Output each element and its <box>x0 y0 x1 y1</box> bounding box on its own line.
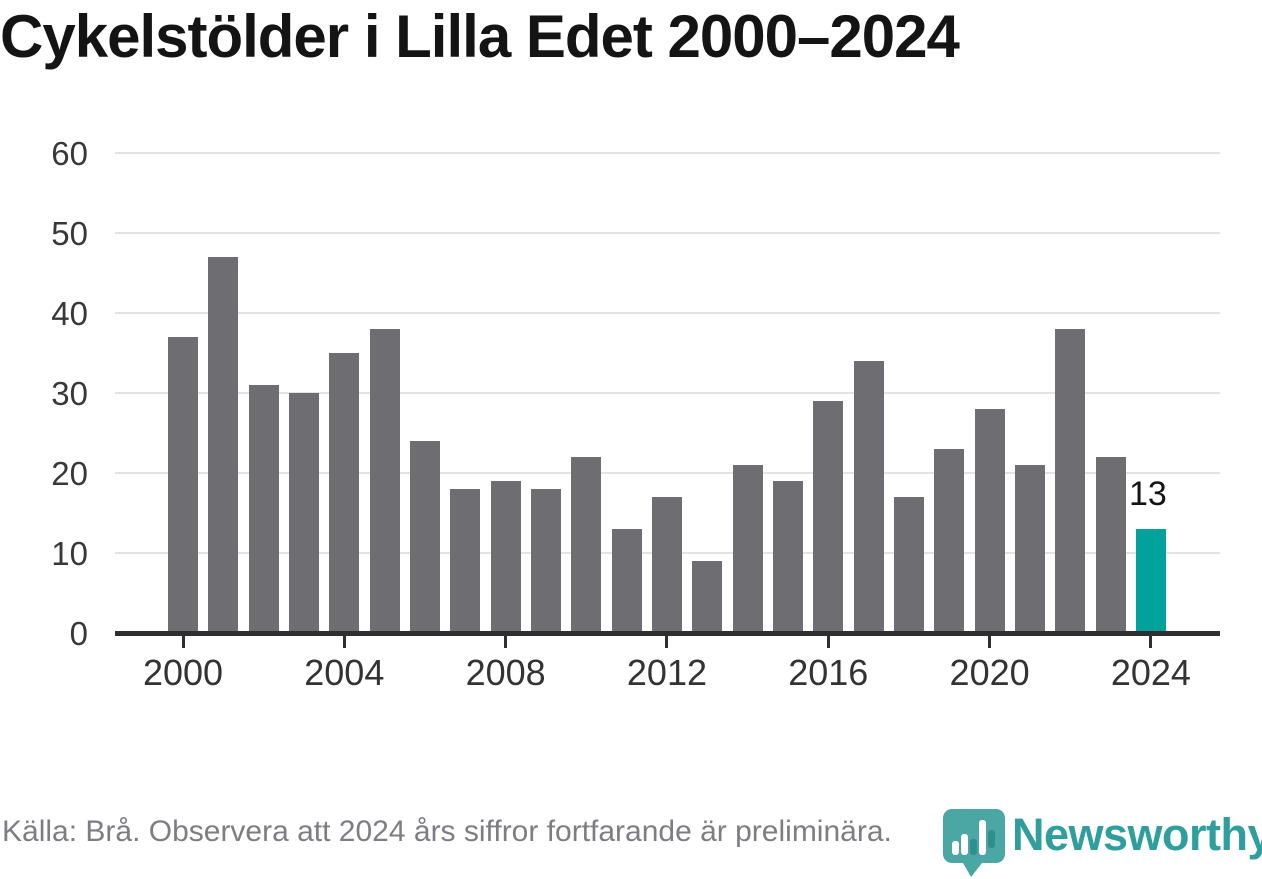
bar-2000 <box>168 337 198 633</box>
y-axis-label-40: 40 <box>51 295 88 332</box>
bar-2022 <box>1055 329 1086 633</box>
chart-title: Cykelstölder i Lilla Edet 2000–2024 <box>0 3 960 70</box>
x-axis-label-2008: 2008 <box>465 652 546 693</box>
gridline-y-40 <box>115 312 1220 314</box>
newsworthy-logo: Newsworthy <box>942 809 1262 879</box>
x-tick-2016 <box>826 636 830 648</box>
highlight-value-label: 13 <box>1128 475 1167 513</box>
chart-footer: Källa: Brå. Observera att 2024 års siffr… <box>0 809 1262 879</box>
bar-2007 <box>450 489 481 633</box>
x-tick-2024 <box>1149 636 1153 648</box>
bar-2011 <box>611 529 642 633</box>
y-axis-label-60: 60 <box>51 135 88 172</box>
x-axis-label-2012: 2012 <box>626 652 707 693</box>
gridline-y-50 <box>115 232 1220 234</box>
x-tick-2020 <box>988 636 992 648</box>
bar-2023 <box>1095 457 1126 633</box>
x-axis-label-2004: 2004 <box>304 652 385 693</box>
bar-2020 <box>974 409 1005 633</box>
gridline-y-20 <box>115 472 1220 474</box>
bar-2012 <box>651 497 682 633</box>
x-axis-label-2020: 2020 <box>949 652 1030 693</box>
bar-2001 <box>208 257 239 633</box>
bar-2024 <box>1135 529 1166 633</box>
bar-2002 <box>248 385 279 633</box>
x-axis-line <box>115 631 1220 636</box>
y-axis-label-30: 30 <box>51 375 88 412</box>
bar-2016 <box>813 401 844 633</box>
source-note: Källa: Brå. Observera att 2024 års siffr… <box>2 815 892 848</box>
bar-2003 <box>288 393 319 633</box>
x-axis-label-2024: 2024 <box>1110 652 1191 693</box>
newsworthy-wordmark: Newsworthy <box>1012 809 1262 860</box>
gridline-y-30 <box>115 392 1220 394</box>
bar-2008 <box>490 481 521 633</box>
x-tick-2000 <box>181 636 185 648</box>
bar-2005 <box>369 329 400 633</box>
bar-2006 <box>409 441 440 633</box>
bar-2010 <box>571 457 602 633</box>
y-axis-label-0: 0 <box>69 615 88 652</box>
bar-2014 <box>732 465 763 633</box>
y-axis-label-20: 20 <box>51 455 88 492</box>
x-tick-2008 <box>504 636 508 648</box>
bar-chart-pin-icon <box>943 809 1005 877</box>
bar-2017 <box>853 361 884 633</box>
bar-2021 <box>1014 465 1045 633</box>
bar-2013 <box>692 561 723 633</box>
bar-2015 <box>772 481 803 633</box>
bar-2018 <box>893 497 924 633</box>
bar-2009 <box>530 489 561 633</box>
x-axis-label-2016: 2016 <box>788 652 869 693</box>
bar-2004 <box>329 353 360 633</box>
bar-chart-plot-area: 0 10 20 30 40 50 60 13 2000 2004 2008 2012 2016 2020 2… <box>51 135 1220 693</box>
x-axis-label-2000: 2000 <box>142 652 224 693</box>
x-tick-2004 <box>342 636 346 648</box>
y-axis-label-50: 50 <box>51 215 88 252</box>
y-axis-label-10: 10 <box>51 535 88 572</box>
x-tick-2012 <box>665 636 669 648</box>
bar-2019 <box>934 449 965 633</box>
gridline-y-60 <box>115 152 1220 154</box>
